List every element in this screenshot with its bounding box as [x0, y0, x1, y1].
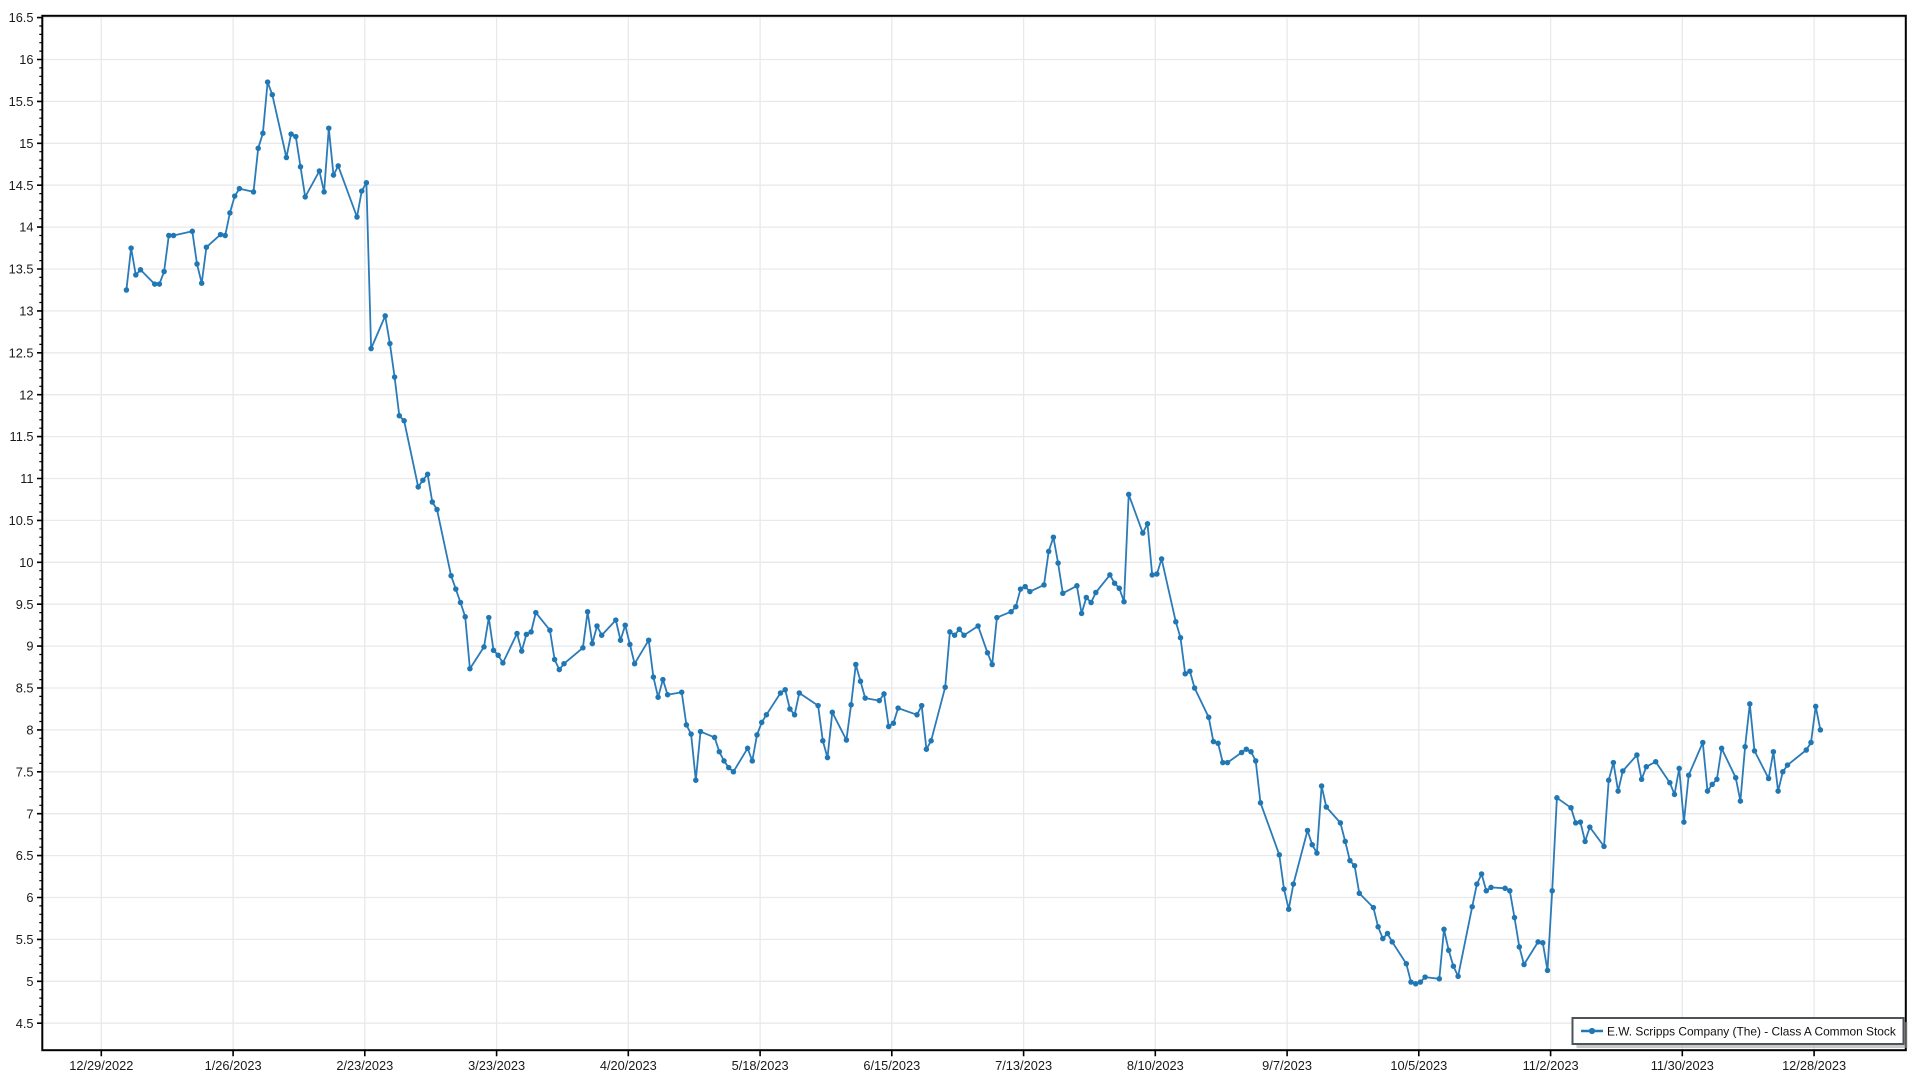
svg-text:1/26/2023: 1/26/2023: [205, 1058, 262, 1073]
svg-text:16: 16: [19, 52, 33, 67]
svg-text:6/15/2023: 6/15/2023: [863, 1058, 920, 1073]
svg-text:15: 15: [19, 136, 33, 151]
svg-text:12.5: 12.5: [9, 345, 34, 360]
svg-text:10: 10: [19, 555, 33, 570]
svg-text:9.5: 9.5: [16, 597, 34, 612]
svg-text:11/30/2023: 11/30/2023: [1651, 1058, 1714, 1073]
svg-text:4.5: 4.5: [16, 1016, 34, 1031]
svg-text:5.5: 5.5: [16, 932, 34, 947]
svg-text:9/7/2023: 9/7/2023: [1262, 1058, 1312, 1073]
svg-text:11: 11: [20, 471, 33, 486]
svg-text:6.5: 6.5: [16, 848, 34, 863]
svg-text:8: 8: [26, 723, 33, 738]
svg-text:7.5: 7.5: [16, 764, 34, 779]
svg-text:8.5: 8.5: [16, 681, 34, 696]
svg-text:9: 9: [26, 639, 33, 654]
svg-text:6: 6: [26, 890, 33, 905]
svg-text:13: 13: [19, 304, 33, 319]
svg-text:2/23/2023: 2/23/2023: [336, 1058, 393, 1073]
svg-text:14: 14: [19, 220, 33, 235]
svg-text:12/28/2023: 12/28/2023: [1782, 1058, 1846, 1073]
svg-text:11/2/2023: 11/2/2023: [1523, 1058, 1579, 1073]
svg-text:15.5: 15.5: [9, 94, 34, 109]
svg-text:7/13/2023: 7/13/2023: [995, 1058, 1052, 1073]
svg-text:11.5: 11.5: [10, 429, 34, 444]
svg-text:4/20/2023: 4/20/2023: [600, 1058, 657, 1073]
svg-text:8/10/2023: 8/10/2023: [1127, 1058, 1184, 1073]
svg-text:7: 7: [26, 806, 33, 821]
svg-text:13.5: 13.5: [9, 262, 34, 277]
svg-text:12/29/2022: 12/29/2022: [69, 1058, 133, 1073]
svg-text:5: 5: [26, 974, 33, 989]
svg-text:10/5/2023: 10/5/2023: [1390, 1058, 1447, 1073]
svg-text:16.5: 16.5: [9, 10, 34, 25]
svg-text:3/23/2023: 3/23/2023: [468, 1058, 525, 1073]
svg-text:5/18/2023: 5/18/2023: [732, 1058, 789, 1073]
svg-text:10.5: 10.5: [9, 513, 34, 528]
svg-text:14.5: 14.5: [9, 178, 34, 193]
svg-text:E.W. Scripps Company (The) - C: E.W. Scripps Company (The) - Class A Com…: [1607, 1024, 1896, 1038]
svg-text:12: 12: [19, 387, 33, 402]
